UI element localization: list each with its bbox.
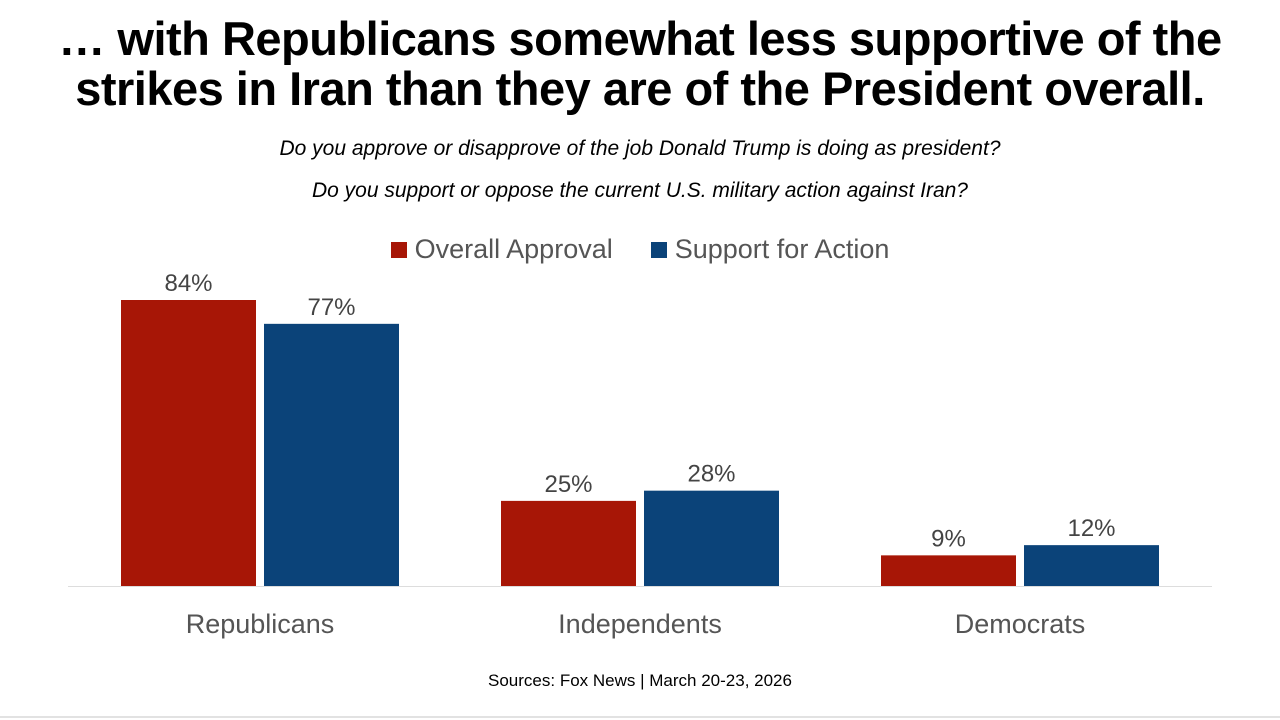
data-label-support-republicans: 77% (307, 294, 355, 321)
legend-swatch-approval (390, 241, 407, 258)
category-label-independents: Independents (558, 609, 722, 639)
question-approval: Do you approve or disapprove of the job … (279, 137, 1001, 160)
data-label-approval-republicans: 84% (164, 270, 212, 297)
data-label-approval-independents: 25% (544, 471, 592, 498)
chart-title-line-2: strikes in Iran than they are of the Pre… (75, 62, 1205, 115)
chart-title: … with Republicans somewhat less support… (0, 14, 1280, 114)
legend-item-approval: Overall Approval (390, 234, 613, 265)
bar-support-independents (644, 490, 779, 586)
legend-label-approval: Overall Approval (414, 234, 613, 264)
bottom-divider (0, 716, 1280, 718)
source-note: Sources: Fox News | March 20-23, 2026 (488, 671, 792, 690)
legend-swatch-support (650, 241, 667, 258)
bar-support-democrats (1024, 545, 1159, 586)
data-label-support-democrats: 12% (1067, 515, 1115, 542)
legend-item-support: Support for Action (650, 234, 890, 265)
question-support: Do you support or oppose the current U.S… (311, 179, 968, 202)
category-label-democrats: Democrats (955, 609, 1086, 639)
chart-legend: Overall Approval Support for Action (0, 234, 1280, 265)
bar-approval-republicans (121, 300, 256, 586)
data-label-approval-democrats: 9% (931, 525, 966, 552)
data-label-support-independents: 28% (687, 461, 735, 488)
chart-title-line-1: … with Republicans somewhat less support… (58, 12, 1222, 65)
bar-support-republicans (264, 323, 399, 586)
bar-approval-independents (501, 500, 636, 586)
legend-label-support: Support for Action (674, 234, 890, 264)
bar-approval-democrats (881, 555, 1016, 586)
category-label-republicans: Republicans (186, 609, 335, 639)
